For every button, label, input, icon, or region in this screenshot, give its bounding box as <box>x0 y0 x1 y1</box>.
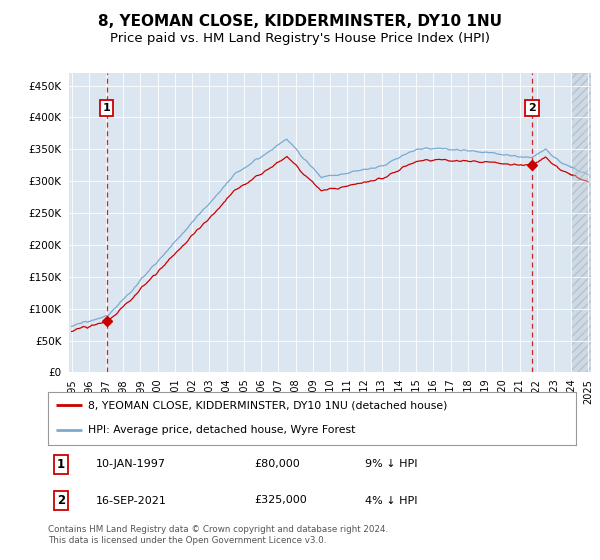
Text: 2: 2 <box>528 103 536 113</box>
Text: 8, YEOMAN CLOSE, KIDDERMINSTER, DY10 1NU (detached house): 8, YEOMAN CLOSE, KIDDERMINSTER, DY10 1NU… <box>88 400 447 410</box>
Text: 1: 1 <box>103 103 110 113</box>
Text: 9% ↓ HPI: 9% ↓ HPI <box>365 459 418 469</box>
Text: 10-JAN-1997: 10-JAN-1997 <box>95 459 166 469</box>
Text: 16-SEP-2021: 16-SEP-2021 <box>95 496 166 506</box>
Text: Price paid vs. HM Land Registry's House Price Index (HPI): Price paid vs. HM Land Registry's House … <box>110 32 490 45</box>
Text: £325,000: £325,000 <box>254 496 307 506</box>
Text: 2: 2 <box>57 494 65 507</box>
Text: Contains HM Land Registry data © Crown copyright and database right 2024.
This d: Contains HM Land Registry data © Crown c… <box>48 525 388 545</box>
Text: HPI: Average price, detached house, Wyre Forest: HPI: Average price, detached house, Wyre… <box>88 425 355 435</box>
Bar <box>571 73 597 372</box>
Text: 1: 1 <box>57 458 65 470</box>
Text: £80,000: £80,000 <box>254 459 299 469</box>
Text: 8, YEOMAN CLOSE, KIDDERMINSTER, DY10 1NU: 8, YEOMAN CLOSE, KIDDERMINSTER, DY10 1NU <box>98 14 502 29</box>
Text: 4% ↓ HPI: 4% ↓ HPI <box>365 496 418 506</box>
